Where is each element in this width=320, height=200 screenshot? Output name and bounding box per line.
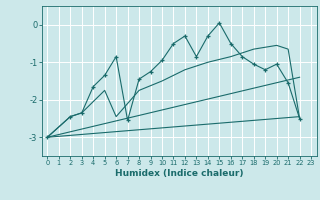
X-axis label: Humidex (Indice chaleur): Humidex (Indice chaleur)	[115, 169, 244, 178]
